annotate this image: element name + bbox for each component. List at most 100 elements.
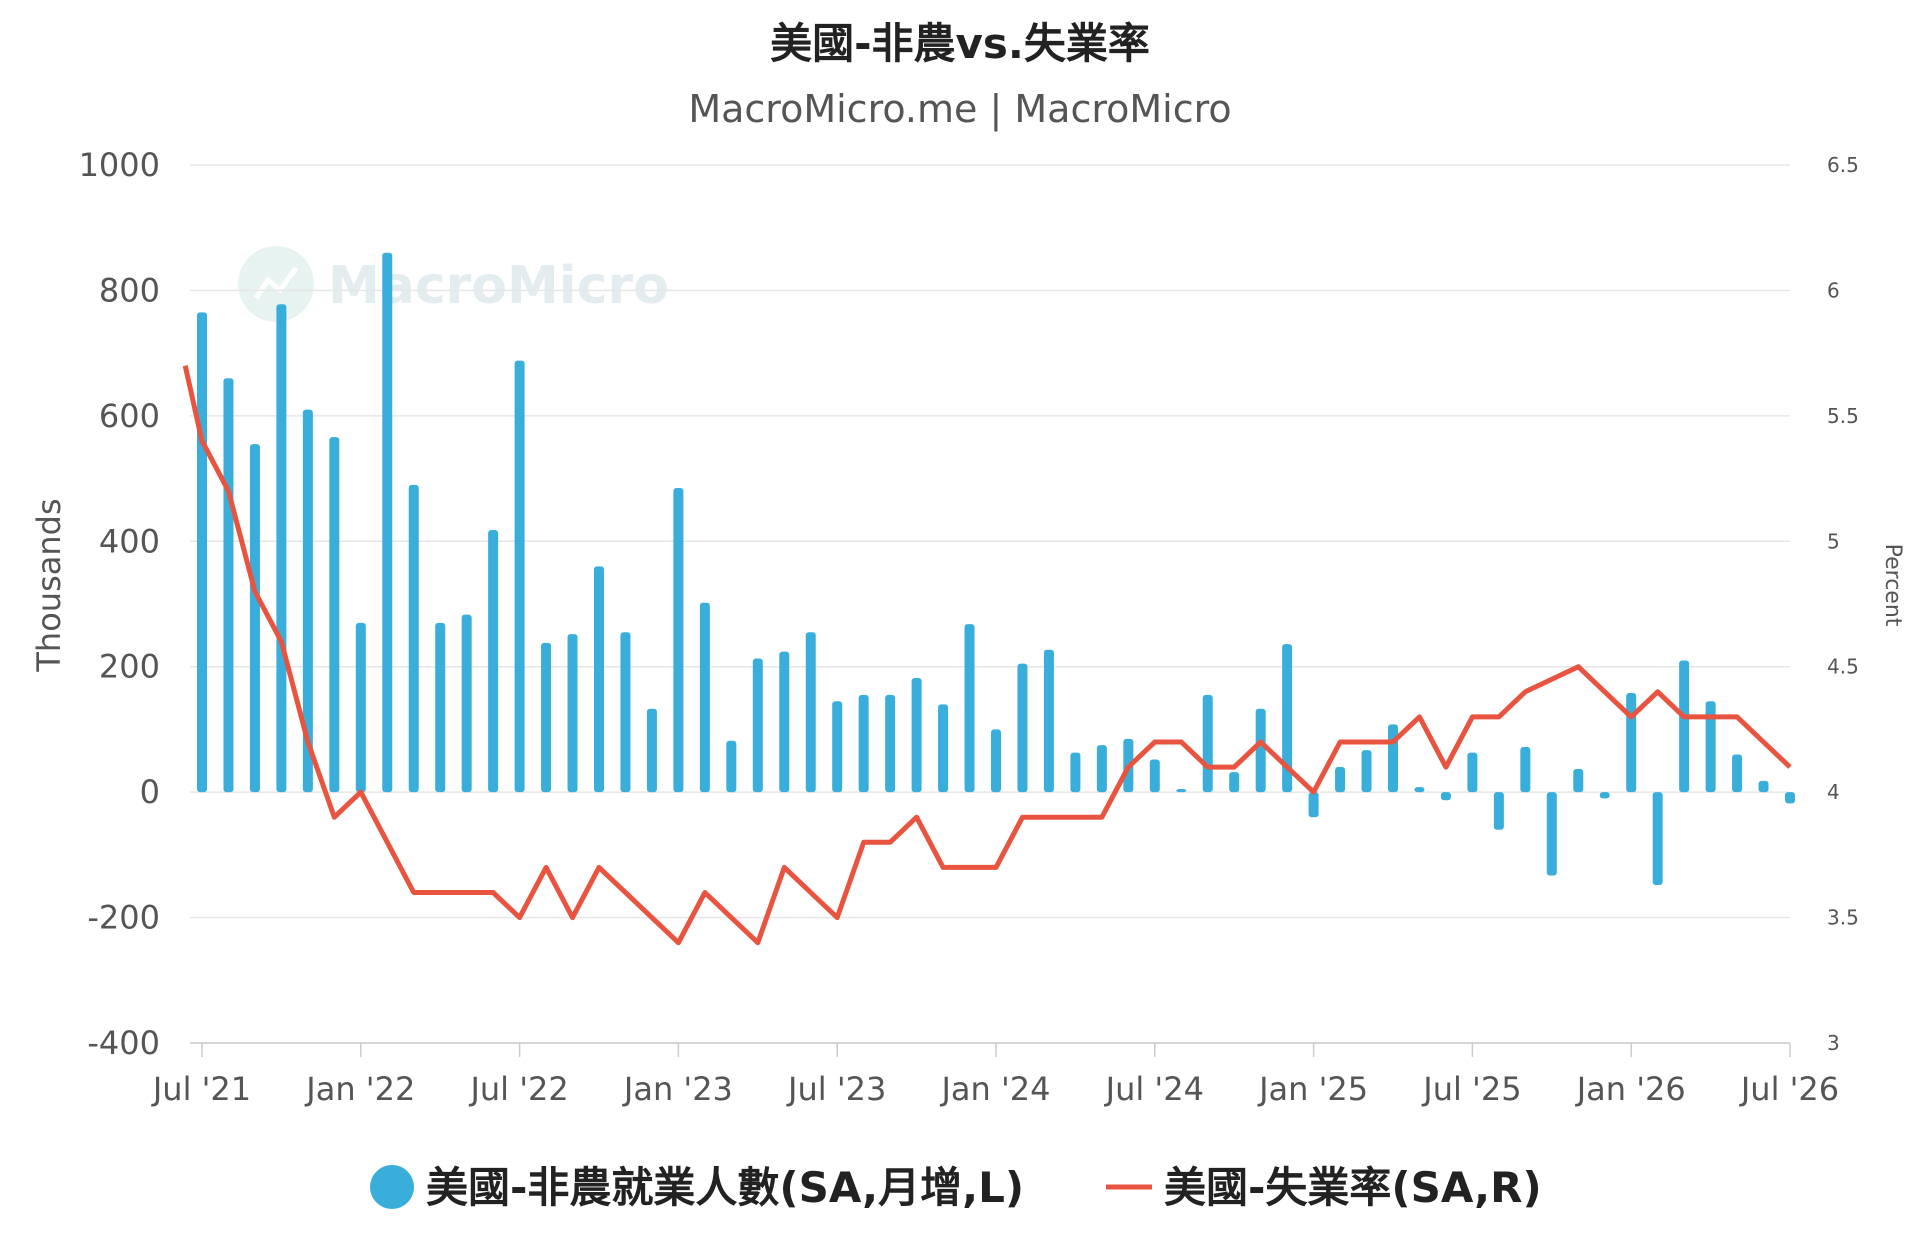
unemployment-line[interactable] (182, 365, 1792, 946)
nfp-bar[interactable] (1308, 792, 1319, 818)
nfp-bar[interactable] (1202, 694, 1213, 793)
right-tick-label: 4.5 (1827, 655, 1859, 679)
x-tick-label: Jan '24 (939, 1070, 1050, 1108)
x-tick-label: Jul '25 (1421, 1070, 1521, 1108)
nfp-bar[interactable] (1467, 752, 1478, 793)
nfp-bar[interactable] (1520, 746, 1531, 793)
right-tick-label: 6 (1827, 278, 1840, 302)
nfp-bar[interactable] (885, 694, 896, 793)
nfp-bar[interactable] (726, 740, 737, 793)
nfp-bar[interactable] (461, 614, 472, 793)
nfp-bar[interactable] (858, 694, 869, 793)
nfp-bar[interactable] (1229, 772, 1240, 793)
nfp-bar[interactable] (1043, 649, 1054, 793)
right-axis-ticks: 6.5 6 5.5 5 4.5 4 3.5 3 (1827, 153, 1859, 1055)
nfp-bar[interactable] (223, 378, 234, 793)
nfp-bar[interactable] (1626, 693, 1637, 793)
left-axis-title: Thousands (30, 498, 68, 672)
right-tick-label: 5 (1827, 529, 1840, 553)
legend-line-label[interactable]: 美國-失業率(SA,R) (1164, 1163, 1542, 1212)
legend-bar-marker (370, 1165, 414, 1209)
right-axis-title: Percent (1880, 544, 1905, 627)
legend-bar-label[interactable]: 美國-非農就業人數(SA,月增,L) (426, 1163, 1024, 1212)
nfp-bar[interactable] (1679, 660, 1690, 793)
chart-title: 美國-非農vs.失業率 (770, 19, 1150, 68)
x-tick-label: Jul '26 (1739, 1070, 1839, 1108)
left-tick-label: 600 (99, 397, 160, 435)
nfp-bar[interactable] (1440, 792, 1451, 801)
nfp-bar[interactable] (832, 701, 843, 793)
nfp-bar[interactable] (249, 444, 260, 793)
nfp-bar[interactable] (1361, 750, 1372, 793)
nfp-bar[interactable] (964, 624, 975, 793)
nfp-bar[interactable] (1017, 663, 1028, 793)
nfp-bar[interactable] (594, 566, 604, 793)
nfp-bar[interactable] (673, 487, 684, 793)
nfp-bar[interactable] (1388, 724, 1398, 793)
right-tick-label: 6.5 (1827, 153, 1859, 177)
right-tick-label: 4 (1827, 780, 1840, 804)
nfp-bar[interactable] (699, 602, 710, 793)
nfp-bar[interactable] (567, 634, 578, 793)
nfp-bar[interactable] (805, 632, 816, 793)
nfp-bar[interactable] (646, 708, 657, 793)
x-tick-label: Jul '22 (468, 1070, 568, 1108)
nfp-bar[interactable] (1652, 792, 1663, 885)
left-tick-label: -200 (87, 899, 160, 937)
nfp-bar[interactable] (1255, 708, 1266, 793)
chart-subtitle: MacroMicro.me | MacroMicro (688, 87, 1231, 132)
x-axis-ticks: Jul '21 Jan '22 Jul '22 Jan '23 Jul '23 Jan '… (151, 1042, 1839, 1108)
left-tick-label: 0 (140, 773, 160, 811)
nfp-bar[interactable] (1785, 792, 1795, 804)
nfp-bar[interactable] (620, 632, 631, 793)
nfp-bar[interactable] (1573, 768, 1584, 793)
nfp-bar[interactable] (488, 529, 499, 793)
nfp-bar[interactable] (911, 678, 922, 793)
nfp-bar[interactable] (1705, 701, 1716, 793)
nfp-bar[interactable] (276, 304, 287, 793)
nfp-bar[interactable] (302, 409, 313, 793)
line-series (182, 365, 1792, 946)
nfp-bar[interactable] (1149, 759, 1160, 793)
nfp-bar[interactable] (197, 312, 207, 793)
nfp-bar[interactable] (1070, 752, 1081, 793)
left-tick-label: 1000 (79, 146, 160, 184)
nfp-bar[interactable] (991, 729, 1001, 793)
nfp-bar[interactable] (514, 360, 525, 793)
legend[interactable]: 美國-非農就業人數(SA,月增,L) 美國-失業率(SA,R) (370, 1163, 1542, 1212)
nfp-bar[interactable] (408, 484, 419, 793)
nfp-bar[interactable] (435, 622, 446, 793)
left-tick-label: -400 (87, 1024, 160, 1062)
nfp-bar[interactable] (382, 252, 393, 793)
nfp-bar[interactable] (1758, 780, 1769, 793)
nfp-bar[interactable] (938, 704, 949, 793)
nfp-bar[interactable] (1282, 644, 1293, 793)
nfp-bar[interactable] (779, 651, 790, 793)
nfp-bar[interactable] (1732, 754, 1743, 793)
x-tick-label: Jan '25 (1257, 1070, 1368, 1108)
bar-series (197, 252, 1795, 885)
nfp-bar[interactable] (1414, 787, 1425, 793)
nfp-bar[interactable] (1599, 792, 1610, 799)
x-tick-label: Jan '23 (622, 1070, 733, 1108)
x-tick-label: Jul '24 (1104, 1070, 1204, 1108)
nfp-bar[interactable] (541, 642, 552, 793)
nfp-bar[interactable] (1176, 789, 1187, 793)
x-tick-label: Jan '22 (304, 1070, 415, 1108)
nfp-bar[interactable] (1335, 767, 1346, 793)
nfp-bar[interactable] (1493, 792, 1504, 830)
nfp-bar[interactable] (1096, 745, 1107, 793)
nfp-bar[interactable] (355, 622, 366, 793)
right-tick-label: 5.5 (1827, 404, 1859, 428)
nfp-bar[interactable] (329, 437, 340, 793)
watermark-text: MacroMicro (328, 256, 669, 316)
x-tick-label: Jan '26 (1575, 1070, 1686, 1108)
x-tick-label: Jul '23 (786, 1070, 886, 1108)
left-tick-label: 200 (99, 648, 160, 686)
nfp-bar[interactable] (752, 658, 763, 793)
left-axis-ticks: 1000 800 600 400 200 0 -200 -400 (79, 146, 160, 1062)
right-tick-label: 3.5 (1827, 906, 1859, 930)
nfp-bar[interactable] (1546, 792, 1557, 876)
